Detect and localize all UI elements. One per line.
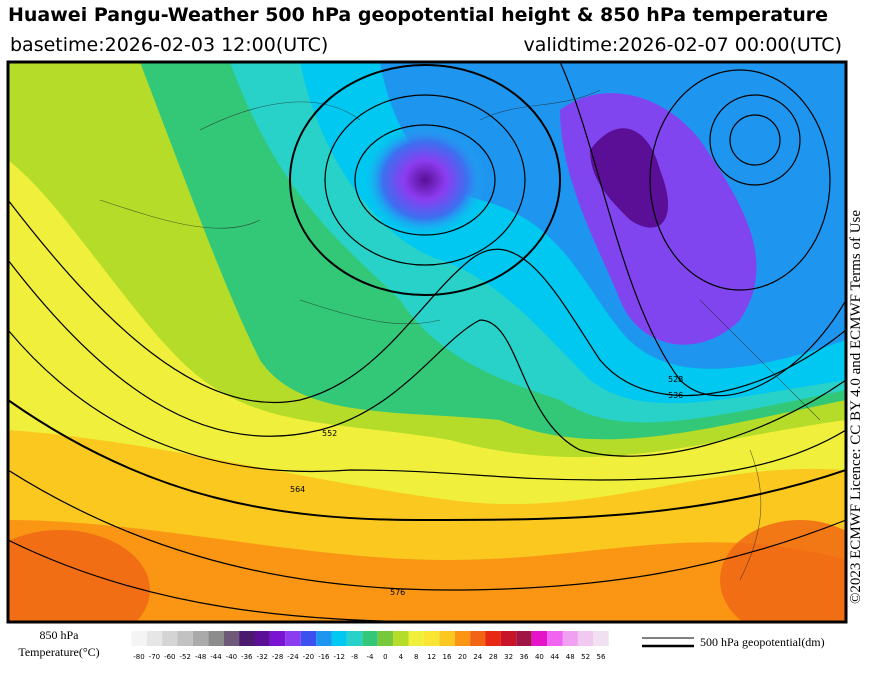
color-box [485, 631, 501, 646]
color-box [331, 631, 347, 646]
color-box [316, 631, 332, 646]
color-box [239, 631, 255, 646]
color-box [208, 631, 224, 646]
legend-title: 850 hPa Temperature(°C) [8, 627, 110, 661]
legend-title-line: 850 hPa [39, 628, 79, 642]
color-box [500, 631, 517, 646]
colorbar-tick-label: -48 [195, 653, 206, 661]
color-box [300, 631, 317, 646]
map-frame [6, 60, 848, 624]
color-box [346, 631, 363, 646]
contour-label: 564 [290, 485, 305, 494]
color-box [362, 631, 378, 646]
colorbar-tick-label: 24 [473, 653, 482, 661]
color-box [377, 631, 394, 646]
color-box [439, 631, 455, 646]
map: 552 528 536 564 576 [8, 62, 846, 622]
legend-title-line: Temperature(°C) [18, 645, 100, 659]
color-box [408, 631, 424, 646]
contour-label: 552 [322, 429, 337, 438]
colorbar-tick-label: 28 [489, 653, 498, 661]
colorbar-tick-label: 12 [427, 653, 436, 661]
colorbar-tick-label: 16 [443, 653, 452, 661]
color-box [285, 631, 301, 646]
colorbar-tick-label: -40 [226, 653, 237, 661]
color-box [593, 631, 609, 646]
color-box [547, 631, 563, 646]
contour-label: 528 [668, 375, 683, 384]
colorbar-tick-label: 8 [414, 653, 418, 661]
color-box [162, 631, 178, 646]
color-box [393, 631, 409, 646]
color-box [146, 631, 163, 646]
colorbar-tick-label: 32 [504, 653, 513, 661]
colorbar-tick-label: -16 [318, 653, 330, 661]
colorbar-tick-label: 48 [566, 653, 575, 661]
colorbar: -80 -70 -60 -52 -48 -44 -40 -36 -32 -28 -24 -20 -16-… [131, 631, 609, 661]
colorbar-tick-label: -20 [303, 653, 314, 661]
color-box [254, 631, 270, 646]
colorbar-tick-label: 20 [458, 653, 467, 661]
color-box [516, 631, 532, 646]
colorbar-tick-label: -4 [367, 653, 375, 661]
color-box [470, 631, 486, 646]
color-box [192, 631, 209, 646]
colorbar-tick-label: -28 [272, 653, 283, 661]
colorbar-tick-label: -8 [351, 653, 358, 661]
color-box [454, 631, 471, 646]
line-legend-label: 500 hPa geopotential(dm) [700, 635, 825, 649]
colorbar-tick-label: 44 [550, 653, 559, 661]
colorbar-tick-label: 36 [520, 653, 529, 661]
color-box [423, 631, 440, 646]
validtime: validtime:2026-02-07 00:00(UTC) [523, 34, 842, 56]
color-box [562, 631, 578, 646]
colorbar-tick-label: -60 [164, 653, 175, 661]
colorbar-tick-label: -12 [333, 653, 344, 661]
colorbar-tick-label: 4 [399, 653, 404, 661]
colorbar-tick-label: 0 [383, 653, 387, 661]
colorbar-tick-label: -32 [256, 653, 267, 661]
contour-label: 536 [668, 391, 683, 400]
colorbar-tick-label: -36 [241, 653, 253, 661]
colorbar-tick-label: -44 [210, 653, 222, 661]
color-box [177, 631, 193, 646]
color-box [531, 631, 548, 646]
color-box [131, 631, 147, 646]
colorbar-tick-label: -80 [133, 653, 144, 661]
color-box [223, 631, 240, 646]
colorbar-tick-label: 56 [597, 653, 606, 661]
colorbar-tick-label: -70 [149, 653, 160, 661]
colorbar-tick-label: 52 [581, 653, 590, 661]
title: Huawei Pangu-Weather 500 hPa geopotentia… [8, 4, 828, 26]
color-box [269, 631, 286, 646]
basetime: basetime:2026-02-03 12:00(UTC) [10, 34, 329, 56]
colorbar-tick-label: -24 [287, 653, 299, 661]
color-box [577, 631, 594, 646]
colorbar-tick-label: 40 [535, 653, 544, 661]
colorbar-tick-label: -52 [179, 653, 190, 661]
contour-label: 576 [390, 588, 405, 597]
